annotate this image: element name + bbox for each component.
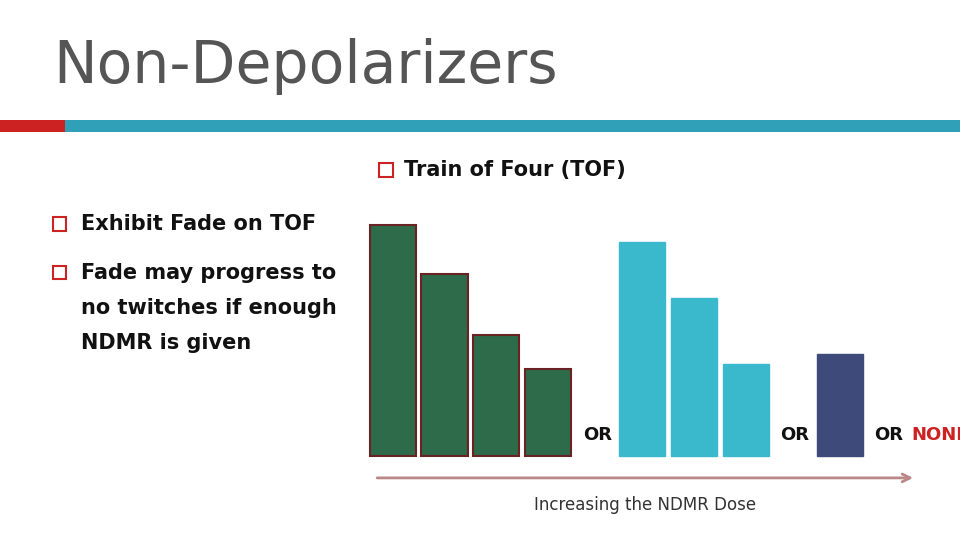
Text: Train of Four (TOF): Train of Four (TOF) [404,160,626,180]
Bar [421,274,468,456]
Bar [671,298,717,456]
Text: Exhibit Fade on TOF: Exhibit Fade on TOF [81,214,316,234]
Text: Increasing the NDMR Dose: Increasing the NDMR Dose [534,496,756,514]
Text: NDMR is given: NDMR is given [81,333,251,353]
Bar [379,164,393,177]
Bar [53,218,66,231]
Bar [370,226,416,456]
Bar [65,120,960,132]
Text: Non-Depolarizers: Non-Depolarizers [53,38,558,95]
Text: OR: OR [780,426,809,444]
Bar [53,266,66,279]
Bar [0,120,65,132]
Bar [619,242,665,456]
Bar [473,335,519,456]
Bar [817,354,863,456]
Text: OR: OR [583,426,612,444]
Text: Fade may progress to: Fade may progress to [81,262,336,283]
Text: no twitches if enough: no twitches if enough [81,298,336,318]
Text: OR: OR [875,426,903,444]
Bar [525,369,571,456]
Text: NONE: NONE [911,426,960,444]
Bar [723,364,769,456]
